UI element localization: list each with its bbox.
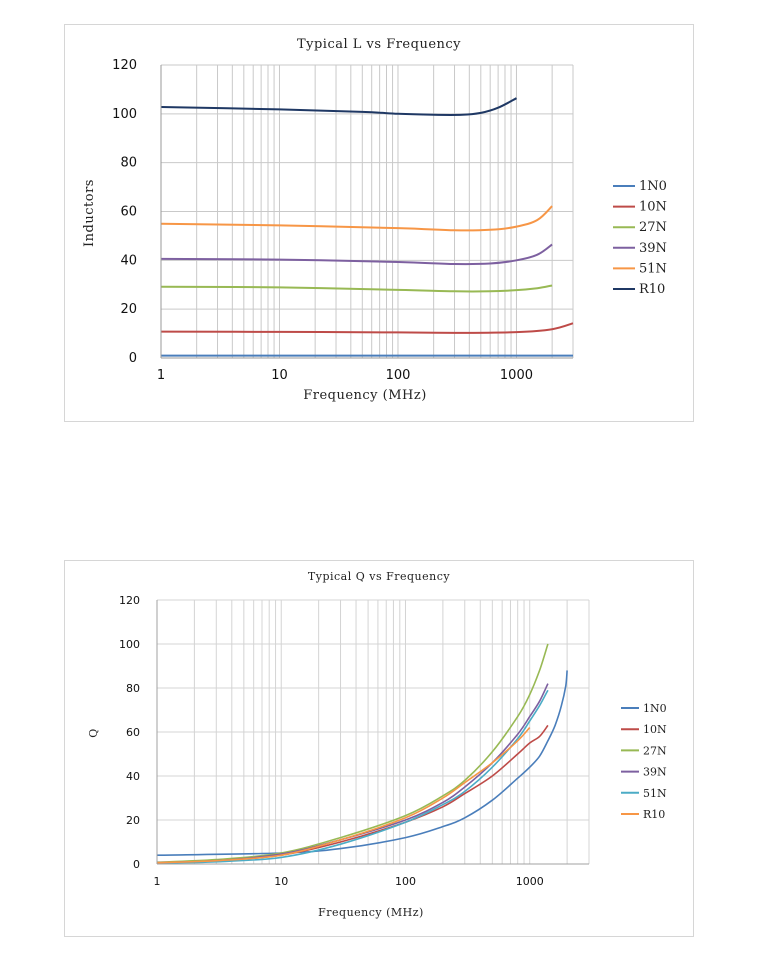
q-chart-legend-label-51n: 51N: [643, 787, 667, 800]
q-chart-legend-label-27n: 27N: [643, 744, 667, 757]
l-chart-xtick-label: 1000: [500, 368, 533, 383]
q-chart-ylabel: Q: [87, 728, 100, 738]
q-chart-series-51n: [156, 689, 549, 864]
q-chart-ytick-label: 80: [126, 682, 140, 695]
q-chart-series-39n: [156, 683, 549, 864]
q-factor-chart: Typical Q vs Frequency 0 20 40 60 80 100 120 1 10…: [64, 560, 694, 937]
l-chart-xlabel: Frequency (MHz): [303, 388, 427, 403]
q-chart-xtick-label: 1000: [516, 875, 544, 888]
q-chart-xlabel: Frequency (MHz): [318, 906, 424, 919]
q-chart-title: Typical Q vs Frequency: [308, 570, 450, 583]
l-chart-series-51n: [160, 205, 553, 232]
q-chart-legend-label-1n0: 1N0: [643, 702, 667, 715]
l-chart-legend-label-39n: 39N: [639, 241, 667, 256]
q-chart-series-1n0: [156, 670, 568, 856]
q-chart-xtick-label: 10: [274, 875, 288, 888]
l-chart-series-39n: [160, 243, 553, 266]
inductance-chart-svg: Typical L vs Frequency 0 20 40 60 80 100 120 1 10…: [82, 37, 667, 403]
l-chart-title: Typical L vs Frequency: [297, 37, 461, 52]
l-chart-legend-label-r10: R10: [639, 282, 665, 297]
l-chart-series-27n: [160, 284, 553, 293]
q-chart-legend-label-10n: 10N: [643, 723, 667, 736]
l-chart-ytick-label: 0: [129, 351, 137, 366]
q-chart-legend-label-39n: 39N: [643, 766, 667, 779]
q-chart-ytick-label: 100: [119, 638, 140, 651]
l-chart-ytick-label: 40: [120, 253, 137, 268]
q-chart-series-r10: [156, 727, 531, 864]
l-chart-series-r10: [160, 97, 517, 116]
q-chart-ytick-label: 40: [126, 770, 140, 783]
q-chart-xtick-label: 1: [154, 875, 161, 888]
l-chart-legend-label-10n: 10N: [639, 200, 667, 215]
l-chart-series-10n: [160, 322, 574, 334]
q-chart-ytick-label: 20: [126, 814, 140, 827]
l-chart-legend-label-27n: 27N: [639, 220, 667, 235]
l-chart-ytick-label: 60: [120, 205, 137, 220]
l-chart-ytick-label: 100: [112, 107, 137, 122]
q-chart-xtick-label: 100: [395, 875, 416, 888]
l-chart-ytick-label: 120: [112, 58, 137, 73]
l-chart-ytick-label: 80: [120, 156, 137, 171]
inductance-chart: Typical L vs Frequency 0 20 40 60 80 100 120 1 10…: [64, 24, 694, 422]
q-chart-legend-label-r10: R10: [643, 808, 665, 821]
q-chart-series-10n: [156, 724, 549, 864]
q-factor-chart-svg: Typical Q vs Frequency 0 20 40 60 80 100 120 1 10…: [87, 570, 667, 919]
l-chart-ylabel: Inductors: [82, 179, 97, 247]
l-chart-legend-label-1n0: 1N0: [639, 179, 667, 194]
l-chart-legend-label-51n: 51N: [639, 261, 667, 276]
l-chart-xtick-label: 1: [157, 368, 165, 383]
q-chart-ytick-label: 120: [119, 594, 140, 607]
l-chart-ytick-label: 20: [120, 302, 137, 317]
q-chart-ytick-label: 60: [126, 726, 140, 739]
q-chart-ytick-label: 0: [133, 858, 140, 871]
q-chart-series-27n: [156, 643, 549, 863]
l-chart-xtick-label: 100: [386, 368, 411, 383]
l-chart-xtick-label: 10: [271, 368, 288, 383]
